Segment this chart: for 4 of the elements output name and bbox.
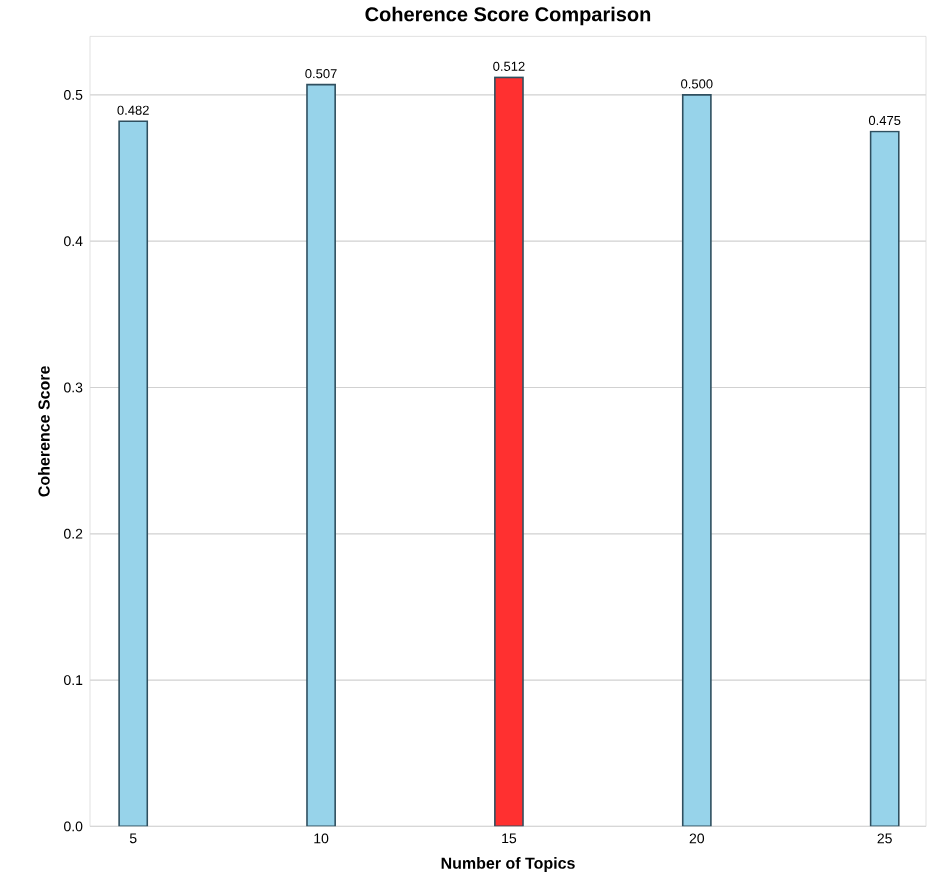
chart-title: Coherence Score Comparison — [365, 6, 651, 26]
y-axis-title: Coherence Score — [37, 365, 50, 497]
bar — [494, 76, 524, 827]
x-axis-title: Number of Topics — [441, 856, 575, 872]
